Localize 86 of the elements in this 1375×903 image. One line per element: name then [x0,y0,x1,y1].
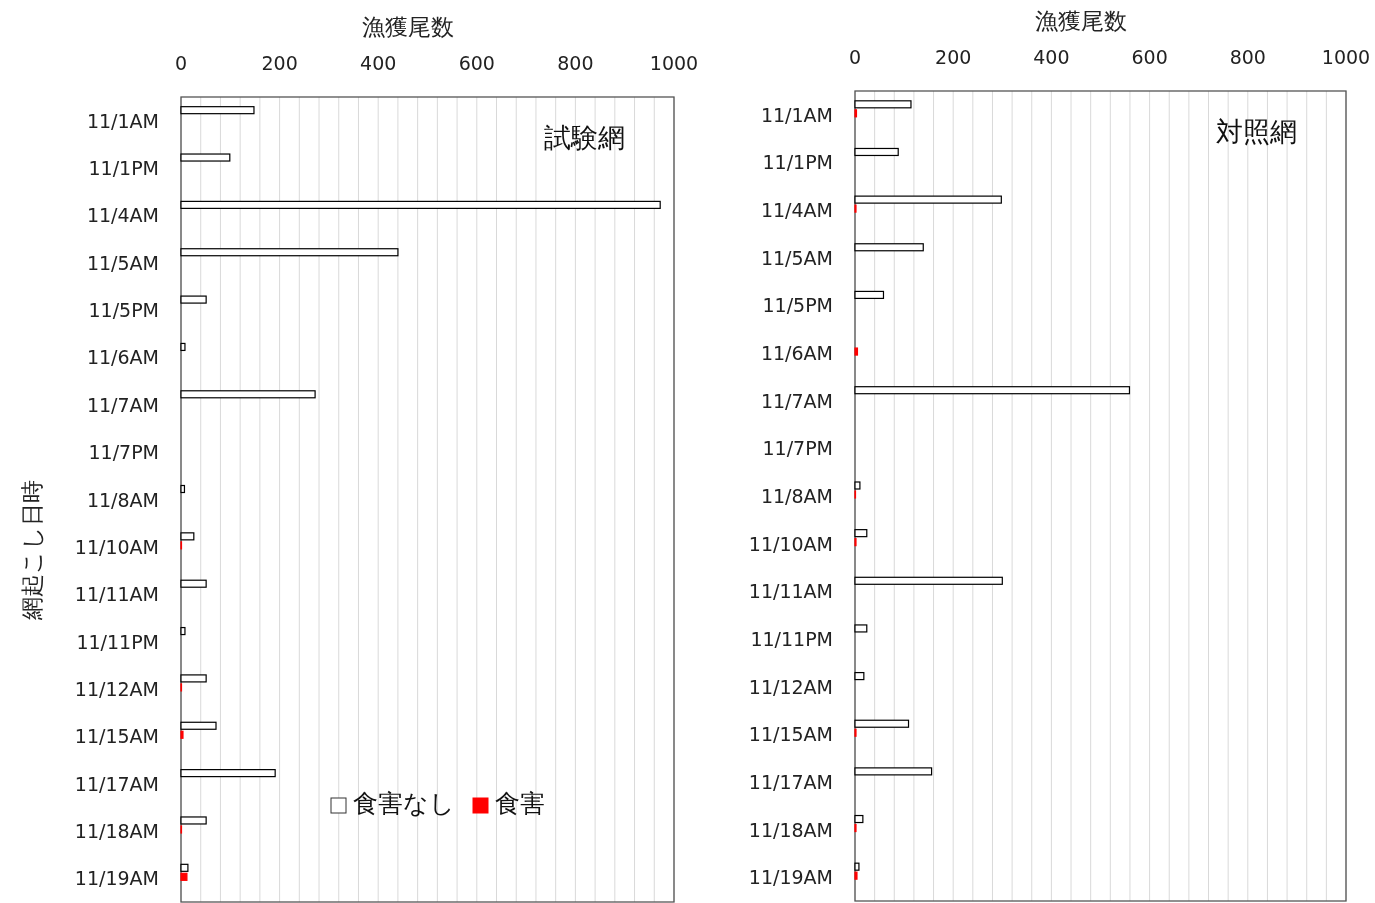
bar [180,579,207,588]
y-tick-label: 11/17AM [74,772,159,795]
y-tick-label: 11/19AM [748,866,833,889]
y-tick-label: 11/1PM [88,157,159,180]
y-tick-label: 11/12AM [748,675,833,698]
x-tick-label: 1000 [649,52,699,74]
legend: 食害なし 食害 [330,789,545,818]
y-tick-label: 11/19AM [74,867,159,890]
x-tick-label: 1000 [1321,46,1371,68]
x-tick-label: 600 [458,52,495,74]
bar [180,872,188,881]
bar [180,295,207,304]
bar [180,532,195,541]
bar [854,814,864,824]
y-tick-label: 11/15AM [74,725,159,748]
x-tick-label: 600 [1131,46,1168,68]
bar [180,484,186,494]
y-tick-label: 11/1PM [762,151,833,174]
x-axis-title: 漁獲尾数 [1034,8,1127,34]
bar [180,721,217,730]
y-tick-label: 11/7PM [762,437,833,460]
bar [854,386,1131,395]
bar [854,100,912,109]
bar [180,106,255,115]
bar [854,243,924,252]
x-tick-label: 400 [1033,46,1070,68]
y-tick-label: 11/15AM [748,723,833,746]
legend-label: 食害 [495,789,545,818]
bar [854,767,933,776]
bar [180,153,231,162]
y-tick-label: 11/10AM [74,535,159,558]
x-tick-label: 200 [935,46,972,68]
y-tick-label: 11/6AM [760,342,833,365]
y-tick-label: 11/1AM [760,103,833,126]
bar [854,671,865,681]
y-tick-label: 11/6AM [86,346,159,369]
y-tick-label: 11/18AM [748,818,833,841]
bar [180,769,276,778]
text: 対照網 [1215,116,1297,147]
y-tick-label: 11/5PM [762,294,833,317]
bar [854,481,861,490]
y-tick-label: 11/1AM [86,109,159,132]
bar [854,347,859,356]
bar [854,290,885,300]
x-tick-label: 400 [360,52,397,74]
y-tick-label: 11/11AM [748,580,833,603]
y-tick-label: 11/4AM [86,204,159,227]
bar [180,674,207,683]
bar [854,529,868,538]
bar [180,248,399,257]
bar [854,624,868,633]
y-tick-label: 11/18AM [74,819,159,842]
y-tick-label: 11/8AM [86,488,159,511]
bar [854,862,860,871]
bar [180,200,661,209]
x-tick-label: 800 [557,52,594,74]
bar [854,195,1002,204]
bar [854,147,899,157]
x-tick-label: 0 [848,46,862,68]
y-tick-label: 11/11PM [750,627,833,650]
x-tick-label: 200 [261,52,298,74]
x-tick-label: 0 [174,52,188,74]
y-tick-label: 11/7PM [88,441,159,464]
y-tick-label: 11/5AM [760,246,833,269]
y-tick-label: 11/7AM [86,393,159,416]
x-axis-title: 漁獲尾数 [361,14,454,40]
y-tick-label: 11/5PM [88,299,159,322]
bar [854,719,910,728]
bar [180,342,186,352]
y-tick-label: 11/11AM [74,583,159,606]
y-axis-title: 網起こし日時 [19,479,45,621]
y-tick-label: 11/17AM [748,770,833,793]
bar [854,576,1003,585]
y-tick-label: 11/7AM [760,389,833,412]
text: 試験網 [543,122,625,153]
y-tick-label: 11/12AM [74,677,159,700]
y-tick-label: 11/11PM [76,630,159,653]
y-tick-label: 11/4AM [760,199,833,222]
y-tick-label: 11/8AM [760,485,833,507]
y-tick-label: 11/10AM [748,532,833,555]
y-tick-label: 11/5AM [86,251,159,274]
x-tick-label: 800 [1229,46,1266,68]
bar [180,863,189,872]
bar [180,816,207,825]
bar [180,390,316,399]
bar [180,626,186,636]
